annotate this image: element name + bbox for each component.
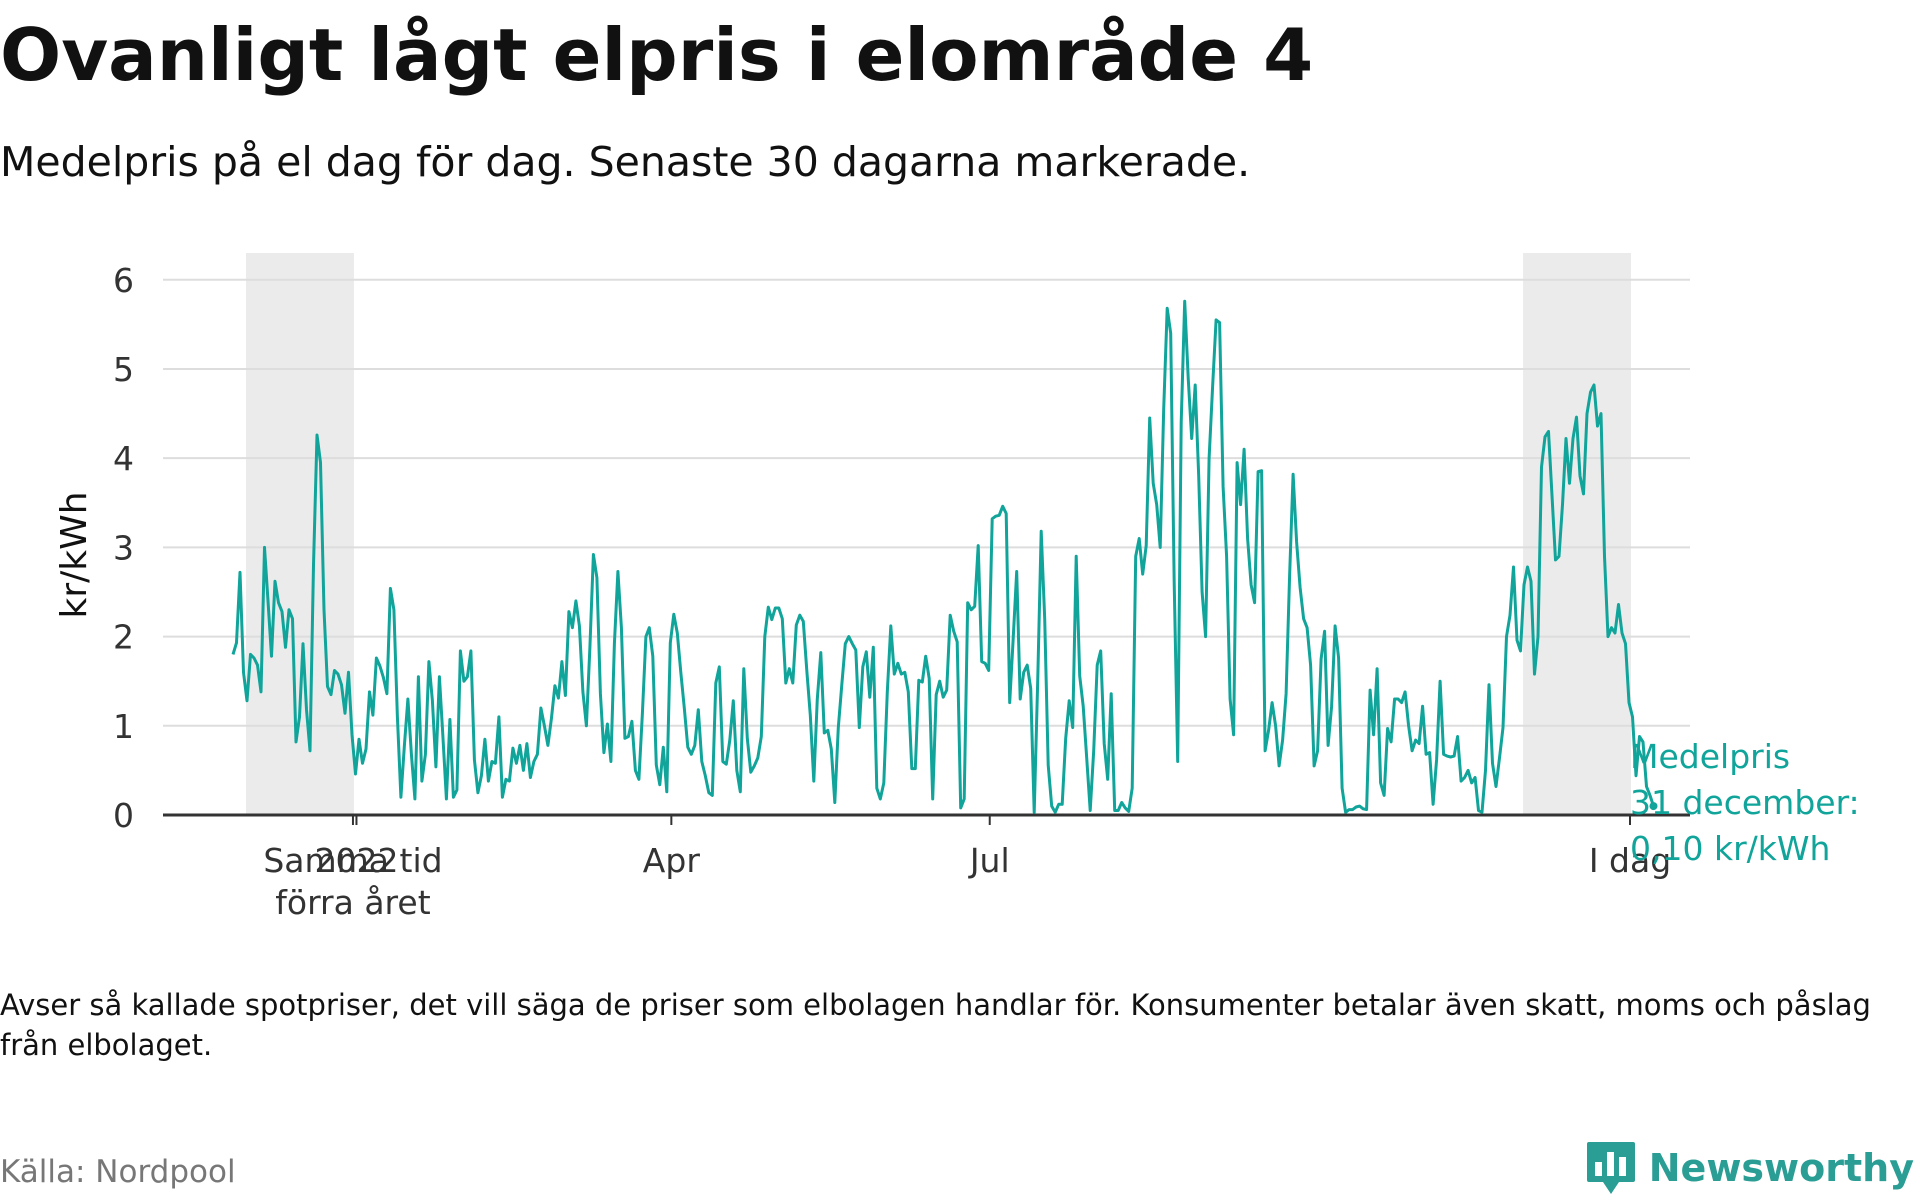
annotation-line-2: 0,10 kr/kWh (1630, 829, 1830, 868)
y-tick-label-0: 0 (113, 796, 134, 835)
y-tick-label-5: 5 (113, 350, 134, 389)
gridlines (163, 278, 1690, 727)
brand-logo: Newsworthy (1585, 1140, 1914, 1196)
y-tick-label-4: 4 (113, 439, 134, 478)
x-tick-label-2: Apr (643, 841, 701, 880)
y-tick-label-1: 1 (113, 707, 134, 746)
x-tick-label-1: 2022 (314, 841, 398, 880)
source-credit: Källa: Nordpool (0, 1154, 236, 1190)
series-line (231, 299, 1655, 814)
bar-chart-bubble-icon (1586, 1142, 1635, 1194)
y-tick-label-3: 3 (113, 528, 134, 567)
x-tick-label-4: I dag (1589, 841, 1671, 880)
x-tick-label-0: Samma tid förra året (263, 841, 442, 922)
x-tick-label-3: Jul (968, 841, 1010, 880)
y-tick-label-2: 2 (113, 618, 134, 657)
highlight-periods (246, 253, 1631, 815)
footnote: Avser så kallade spotpriser, det vill sä… (0, 988, 1871, 1062)
last-value-point (1649, 802, 1658, 811)
annotation-line-0: Medelpris (1630, 737, 1790, 776)
annotation-line-1: 31 december: (1630, 783, 1860, 822)
highlight-period-0 (246, 253, 354, 815)
y-tick-label-6: 6 (113, 261, 134, 300)
y-axis-label: kr/kWh (54, 491, 95, 618)
chart-subtitle: Medelpris på el dag för dag. Senaste 30 … (0, 138, 1251, 186)
y-axis-ticks: 0 1 2 3 4 5 6 (113, 261, 134, 835)
latest-value-annotation: Medelpris 31 december: 0,10 kr/kWh (1630, 737, 1860, 868)
brand-name: Newsworthy (1648, 1146, 1914, 1190)
chart-title: Ovanligt lågt elpris i elområde 4 (0, 13, 1314, 97)
